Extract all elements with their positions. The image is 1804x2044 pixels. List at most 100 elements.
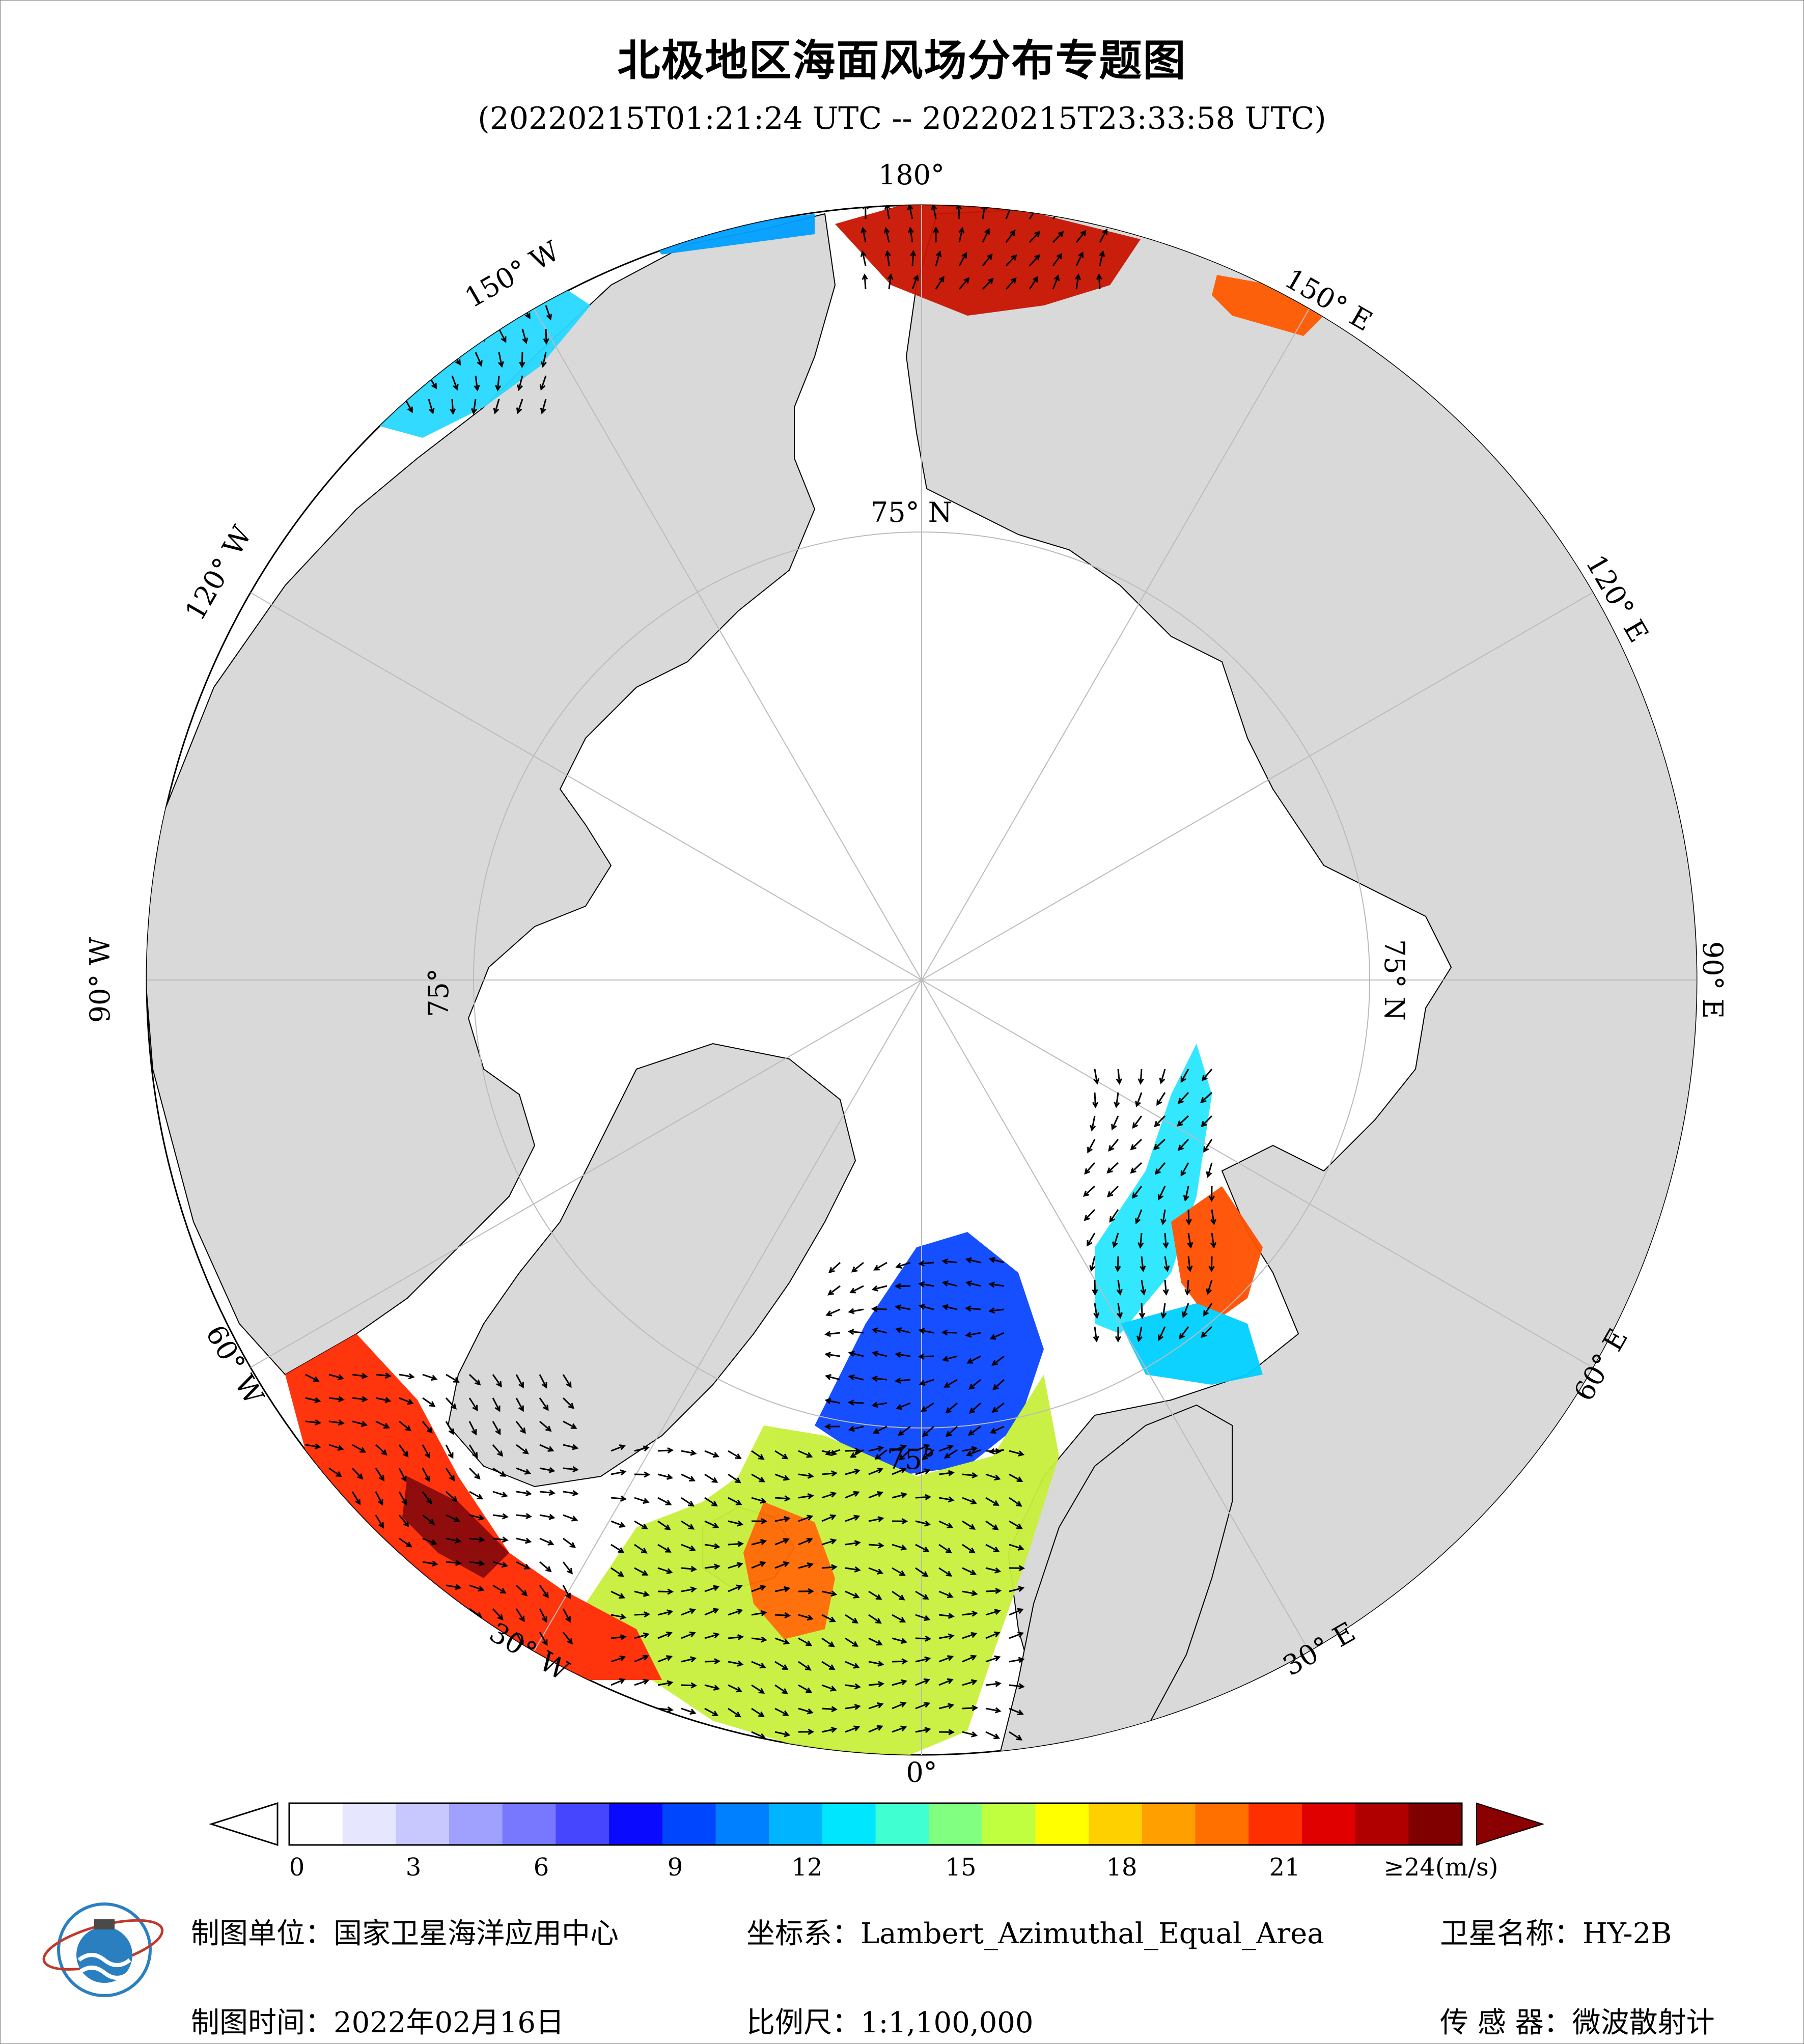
wind-arrow [328,1631,345,1637]
wind-arrow [848,1374,864,1381]
wind-arrow [845,1614,859,1624]
wind-arrow [1180,1162,1189,1177]
wind-arrow [798,1537,813,1546]
wind-arrow [798,1707,814,1715]
wind-arrow [610,1590,626,1599]
wind-arrow [965,1257,981,1264]
wind-arrow [657,1544,672,1553]
wind-arrow [962,1472,979,1479]
wind-arrow [892,1467,907,1475]
wind-arrow [915,1520,931,1527]
wind-arrow [898,1449,911,1461]
wind-swath-fram [815,1232,1044,1476]
wind-arrow [868,1637,883,1646]
wind-arrow [985,1609,1001,1616]
wind-arrow [1177,1115,1189,1127]
wind-arrow [498,328,507,343]
wind-arrow [451,305,461,319]
mapping-date: 制图时间：2022年02月16日 [191,2006,565,2039]
wind-arrow [821,1706,838,1713]
wind-arrow [845,1703,861,1710]
wind-arrow [938,1544,952,1554]
wind-arrow [304,1585,316,1598]
wind-arrow [398,1515,409,1528]
wind-arrow [774,1495,791,1502]
wind-arrow [1009,1520,1023,1529]
wind-arrow [728,1450,742,1460]
wind-arrow [847,1399,864,1406]
wind-arrow [991,1355,1005,1366]
wind-arrow [821,1614,836,1622]
wind-arrow [918,1353,934,1360]
wind-arrow [845,1540,861,1547]
wind-arrow [938,1520,954,1528]
wind-arrow [563,1514,578,1522]
wind-arrow [798,1493,814,1500]
wind-arrow [516,1444,529,1454]
wind-arrow [1009,1608,1024,1616]
wind-arrow [921,1402,934,1412]
wind-arrow [988,1281,1005,1288]
wind-arrow [883,227,890,243]
wind-arrow [868,1542,885,1549]
wind-arrow [1177,1091,1189,1104]
wind-arrow [938,1444,954,1452]
wind-arrow [681,1656,697,1663]
wind-arrow [728,1684,743,1693]
colorbar-tick-24: ≥24(m/s) [1383,1853,1498,1882]
wind-arrow [704,1520,719,1528]
wind-arrow [378,305,385,322]
wind-arrow [798,1515,814,1522]
wind-arrow [896,1402,911,1410]
wind-arrow [1203,1303,1213,1317]
wind-arrow [824,1331,841,1337]
wind-arrow [375,1630,392,1637]
colorbar-cell [1355,1803,1409,1845]
wind-arrow [681,1682,698,1689]
wind-arrow [1075,230,1087,243]
wind-arrow [304,1538,313,1553]
wind-arrow [892,1701,907,1710]
wind-arrow [351,1515,360,1529]
wind-arrow [892,1518,908,1525]
nsoas-logo [42,1902,164,1997]
wind-arrow [919,1379,934,1386]
wind-arrow [965,1331,981,1338]
wind-arrow [381,328,388,345]
wind-arrow [305,1397,321,1404]
wind-arrow [915,1444,930,1452]
wind-arrow [938,1613,955,1619]
wind-arrow [868,1614,882,1624]
wind-arrow [821,1492,837,1499]
wind-arrow [1206,1279,1213,1295]
wind-arrow [845,1661,860,1669]
wind-arrow [943,1379,958,1388]
wind-arrow [515,1584,528,1597]
wind-arrow [958,227,965,243]
wind-arrow [915,1567,929,1577]
wind-arrow [515,1397,524,1412]
wind-arrow [404,375,415,388]
wind-arrow [774,1561,790,1569]
wind-arrow [681,1497,695,1507]
wind-arrow [845,1566,861,1573]
wind-arrow [871,1351,887,1357]
colorbar-cell [449,1803,503,1845]
wind-arrow [704,1563,720,1570]
wind-arrow [681,1520,695,1530]
wind-arrow [375,1444,387,1456]
wind-arrow [497,352,504,368]
wind-arrow [845,1447,862,1454]
wind-arrow [305,1419,322,1426]
wind-arrow [681,1631,696,1639]
wind-arrow [422,1491,432,1505]
wind-arrow [728,1520,744,1527]
wind-arrow [968,1402,982,1414]
wind-arrow [1009,1586,1025,1592]
colorbar-max-label: ≥24 [1383,1853,1435,1882]
wind-arrow [962,1704,979,1712]
wind-arrow [375,1584,392,1591]
wind-arrow [774,1731,791,1738]
meridian-150e [921,309,1310,981]
wind-arrow [493,399,500,414]
